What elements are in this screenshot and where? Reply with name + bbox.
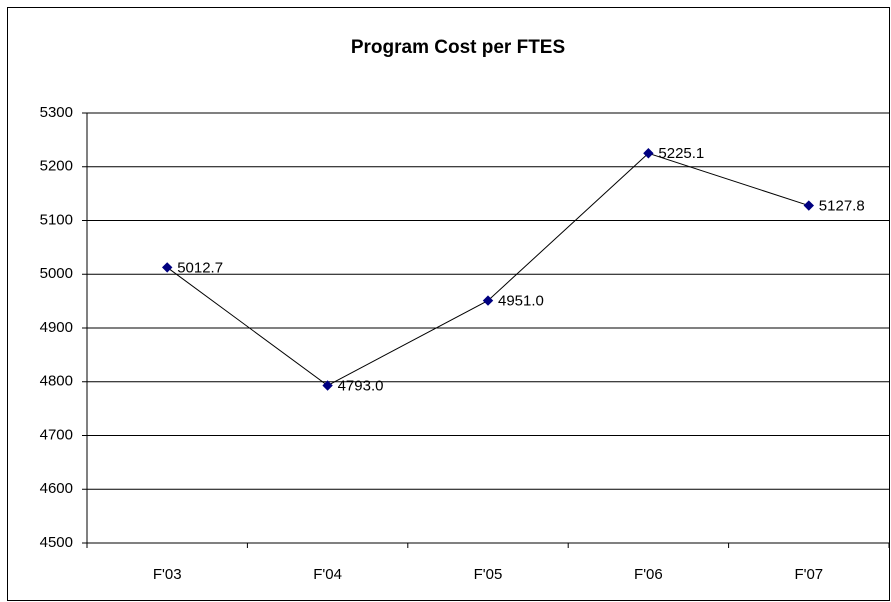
- y-tick-label: 4500: [40, 534, 73, 551]
- data-label: 4793.0: [338, 377, 384, 394]
- marker: [482, 295, 494, 306]
- marker: [322, 380, 333, 391]
- chart-frame: [7, 7, 890, 601]
- data-label: 5012.7: [177, 259, 223, 276]
- y-tick-label: 5300: [40, 104, 73, 121]
- marker: [643, 148, 654, 159]
- x-tick-label: F'07: [794, 566, 823, 583]
- chart-title: Program Cost per FTES: [351, 37, 565, 58]
- y-tick-label: 4600: [40, 480, 73, 497]
- x-tick-label: F'03: [153, 566, 182, 583]
- y-tick-label: 5100: [40, 211, 73, 228]
- y-tick-label: 5200: [40, 158, 73, 175]
- data-label: 5127.8: [819, 198, 865, 215]
- x-tick-label: F'05: [474, 566, 503, 583]
- y-tick-label: 4700: [40, 426, 73, 443]
- marker: [161, 262, 173, 273]
- y-tick-label: 4900: [40, 319, 73, 336]
- y-tick-label: 4800: [40, 373, 73, 390]
- x-tick-label: F'04: [313, 566, 342, 583]
- data-label: 5225.1: [658, 145, 704, 162]
- x-tick-label: F'06: [634, 566, 663, 583]
- data-label: 4951.0: [498, 293, 544, 310]
- marker: [803, 200, 815, 211]
- y-tick-label: 5000: [40, 265, 73, 282]
